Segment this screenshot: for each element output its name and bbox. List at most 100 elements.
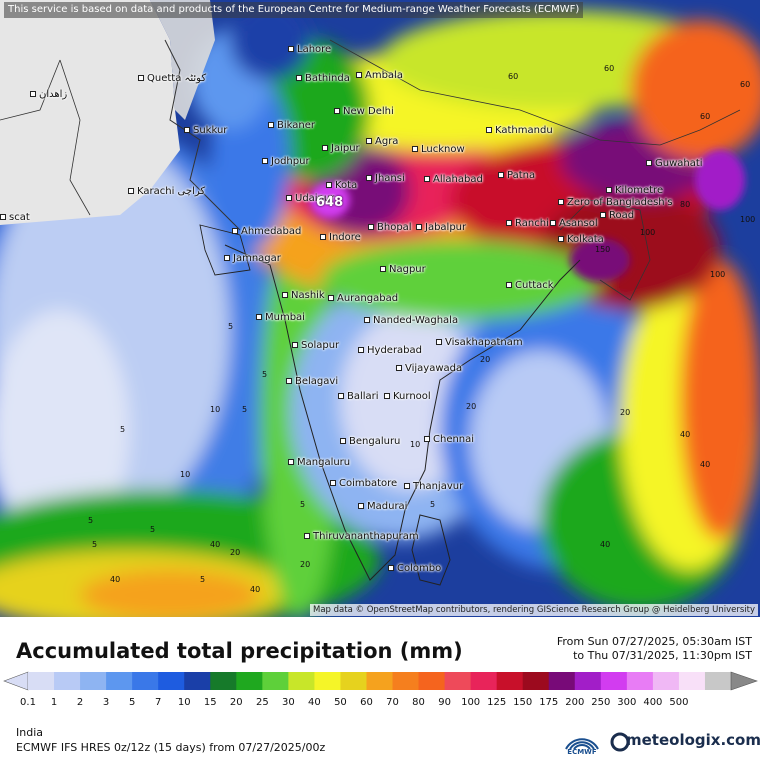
city-label-kolkata: Kolkata (558, 234, 604, 246)
city-name: Mumbai (265, 312, 305, 323)
meteologix-brand[interactable]: meteologix.com (626, 731, 760, 749)
city-dot (326, 182, 332, 188)
scale-tick-label: 10 (177, 697, 191, 708)
scale-tick-label: 7 (154, 697, 162, 708)
city-dot (268, 122, 274, 128)
city-name: Kathmandu (495, 125, 553, 136)
scale-swatch (184, 672, 211, 690)
contour-label: 5 (430, 500, 436, 509)
city-dot (30, 91, 36, 97)
scale-tick-label: 60 (360, 697, 373, 708)
city-label-thiruvananthapuram: Thiruvananthapuram (304, 531, 419, 543)
city-name: Lucknow (421, 144, 465, 155)
city-label-muscat: scat (0, 212, 30, 224)
city-label-new-delhi: New Delhi (334, 106, 394, 118)
scale-tick-label: 150 (513, 697, 533, 708)
city-dot (356, 72, 362, 78)
city-dot (288, 46, 294, 52)
scale-swatch (574, 672, 602, 690)
contour-label: 5 (92, 540, 98, 549)
city-name: Jaipur (331, 143, 360, 154)
city-dot (486, 127, 492, 133)
city-dot (380, 266, 386, 272)
scale-swatch (106, 672, 133, 690)
city-name: Jabalpur (425, 222, 467, 233)
city-label-patna: Patna (498, 170, 535, 182)
contour-label: 10 (210, 405, 221, 414)
scale-swatch (522, 672, 550, 690)
scale-swatch (418, 672, 446, 690)
city-label-ballari: Ballari (338, 391, 379, 403)
city-label-agra: Agra (366, 136, 398, 148)
city-name: Allahabad (433, 174, 483, 185)
city-dot (412, 146, 418, 152)
contour-label: 10 (180, 470, 191, 479)
city-label-chennai: Chennai (424, 434, 474, 446)
contour-label: 100 (640, 228, 656, 237)
max-value-label: 648 (316, 195, 344, 210)
precipitation-map[interactable]: This service is based on data and produc… (0, 0, 760, 617)
city-name: Bikaner (277, 120, 315, 131)
city-name: Quetta کوئٹہ (147, 73, 207, 84)
city-name: Bengaluru (349, 436, 401, 447)
city-label-bikaner: Bikaner (268, 120, 315, 132)
city-name: Cuttack (515, 280, 554, 291)
city-label-allahabad: Allahabad (424, 174, 483, 186)
city-name: Jamnagar (233, 253, 281, 264)
city-dot (328, 295, 334, 301)
scale-tick-label: 300 (617, 697, 637, 708)
scale-swatch (210, 672, 237, 690)
city-dot (424, 176, 430, 182)
city-label-indore: Indore (320, 232, 361, 244)
city-dot (416, 224, 422, 230)
city-dot (366, 175, 372, 181)
city-name: scat (9, 212, 30, 223)
contour-label: 5 (300, 500, 306, 509)
city-label-bathinda: Bathinda (296, 73, 350, 85)
city-label-bhopal: Bhopal (368, 222, 412, 234)
city-name: Bathinda (305, 73, 350, 84)
map-attribution[interactable]: Map data © OpenStreetMap contributors, r… (310, 604, 758, 616)
scale-swatch (678, 672, 706, 690)
city-dot (364, 317, 370, 323)
scale-tick-label: 80 (412, 697, 425, 708)
city-name: Hyderabad (367, 345, 422, 356)
scale-tick-label: 3 (102, 697, 110, 708)
city-label-mangaluru: Mangaluru (288, 457, 350, 469)
contour-label: 40 (110, 575, 121, 584)
scale-tick-label: 30 (281, 697, 295, 708)
city-label-lahore: Lahore (288, 44, 331, 56)
city-name: Sukkur (193, 125, 228, 136)
city-name: Karachi کراچی (137, 186, 206, 197)
city-label-nagpur: Nagpur (380, 264, 426, 276)
city-dot (506, 282, 512, 288)
city-dot (262, 158, 268, 164)
city-dot (388, 565, 394, 571)
city-dot (232, 228, 238, 234)
scale-swatch (262, 672, 289, 690)
city-dot (334, 108, 340, 114)
scale-tick-label: 90 (438, 697, 451, 708)
city-name: Vijayawada (405, 363, 463, 374)
contour-label: 5 (242, 405, 248, 414)
city-label-hyderabad: Hyderabad (358, 345, 422, 357)
city-name: Udaipur (295, 193, 335, 204)
scale-tick-label: 125 (487, 697, 507, 708)
city-label-cuttack: Cuttack (506, 280, 554, 292)
city-dot (184, 127, 190, 133)
meteologix-logo-icon (610, 732, 630, 752)
scale-swatch (600, 672, 628, 690)
contour-label: 20 (620, 408, 631, 417)
city-label-jodhpur: Jodhpur (262, 156, 310, 168)
city-name: Nashik (291, 290, 325, 301)
city-dot (558, 199, 564, 205)
region-label: India (16, 726, 43, 739)
city-dot (286, 195, 292, 201)
scale-swatch (158, 672, 185, 690)
city-name: Jhansi (375, 173, 405, 184)
city-name: Indore (329, 232, 361, 243)
city-dot (288, 459, 294, 465)
city-dot (396, 365, 402, 371)
city-dot (0, 214, 6, 220)
scale-tick-label: 175 (539, 697, 559, 708)
